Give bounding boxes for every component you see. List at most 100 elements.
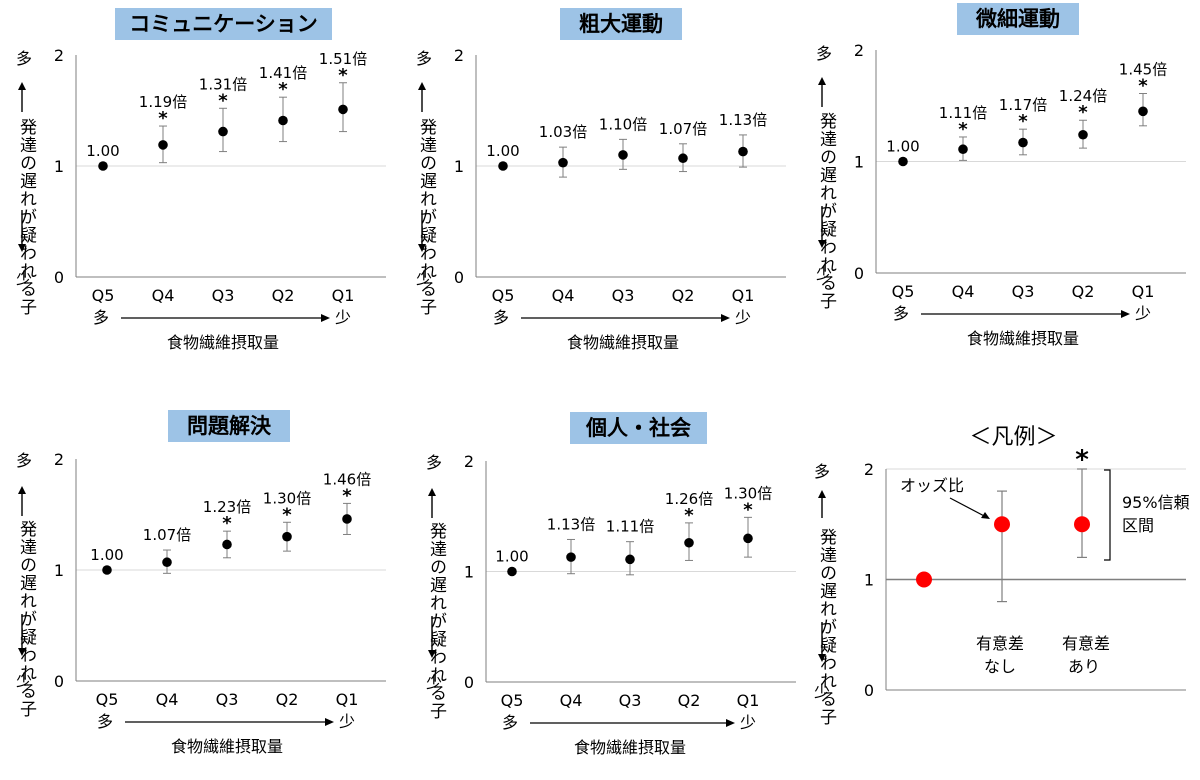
significance-mark: *: [218, 90, 228, 111]
data-label: 1.07倍: [143, 526, 191, 544]
chart-plot: 012Q51.00Q41.13倍Q31.11倍Q2*1.26倍Q1*1.30倍多…: [428, 452, 796, 757]
y-tick-label: 1: [464, 563, 474, 582]
y-axis-label: 発達の遅れが疑われる子: [426, 522, 446, 720]
data-label: 1.31倍: [199, 75, 247, 93]
x-direction-arrowhead: [726, 719, 735, 727]
significance-mark: *: [684, 505, 694, 526]
x-tick-label: Q4: [552, 286, 575, 305]
chart-title: 個人・社会: [570, 412, 707, 444]
y-up-arrowhead: [18, 486, 26, 494]
data-label: 1.13倍: [719, 111, 767, 129]
data-label: 1.30倍: [724, 484, 772, 502]
ci-bracket: [1104, 469, 1111, 561]
data-label: 1.11倍: [606, 518, 654, 536]
x-tick-label: Q4: [560, 691, 583, 710]
y-tick-label: 2: [454, 46, 464, 65]
y-bottom-label: 少: [814, 682, 831, 701]
y-tick-label: 0: [454, 268, 464, 287]
y-axis-label: 発達の遅れが疑われる子: [16, 520, 36, 718]
y-top-label: 多: [814, 462, 831, 481]
data-point: [898, 156, 908, 167]
y-axis-label: 発達の遅れが疑われる子: [416, 118, 436, 316]
y-tick-label: 2: [864, 460, 874, 479]
odds-pointer-arrowhead: [981, 512, 990, 519]
data-point: [282, 531, 292, 542]
y-down-arrowhead: [818, 240, 826, 248]
y-tick-label: 2: [854, 41, 864, 60]
data-point: [498, 161, 508, 171]
data-label: 1.51倍: [319, 50, 367, 68]
odds-pointer-line: [949, 497, 989, 519]
data-point: [162, 557, 172, 568]
item-label-line1: 有意差: [976, 634, 1025, 653]
data-label: 1.19倍: [139, 93, 187, 111]
significance-mark: *: [743, 499, 753, 520]
odds-ratio-label: オッズ比: [900, 476, 965, 495]
x-tick-label: Q5: [96, 690, 119, 709]
y-tick-label: 1: [54, 157, 64, 176]
chart-title: 粗大運動: [560, 8, 682, 40]
data-point: [684, 537, 694, 548]
chart-title: 問題解決: [168, 410, 290, 442]
chart-panel-personal-social: 個人・社会 多 少 発達の遅れが疑われる子 0 1 2 Q5 1.00 Q4 1.13倍 Q3…: [400, 400, 800, 780]
y-tick-label: 1: [54, 561, 64, 580]
chart-plot: 012Q51.00Q4*1.11倍Q3*1.17倍Q2*1.24倍Q1*1.45…: [818, 41, 1186, 348]
data-label: 1.30倍: [263, 489, 311, 507]
data-point: [738, 146, 748, 157]
y-down-arrowhead: [18, 648, 26, 656]
y-top-label: 多: [416, 49, 433, 68]
data-point: [278, 115, 288, 126]
y-tick-label: 1: [454, 157, 464, 176]
x-tick-label: Q3: [619, 691, 642, 710]
x-axis-title: 食物繊維摂取量: [167, 333, 279, 352]
y-axis-label: 発達の遅れが疑われる子: [816, 112, 836, 310]
data-label: 1.10倍: [599, 115, 647, 133]
x-axis-title: 食物繊維摂取量: [567, 333, 679, 352]
data-label: 1.07倍: [659, 120, 707, 138]
y-top-label: 多: [16, 49, 33, 68]
data-label: 1.17倍: [999, 96, 1047, 114]
y-tick-label: 2: [464, 452, 474, 471]
item-label-line2: なし: [984, 657, 1017, 676]
data-label: 1.03倍: [539, 123, 587, 141]
data-point: [625, 554, 635, 565]
x-tick-label: Q2: [272, 286, 295, 305]
significance-mark: *: [222, 513, 232, 534]
data-label: 1.46倍: [323, 470, 371, 488]
legend-title: ＜凡例＞: [969, 425, 1058, 450]
x-right-label: 少: [339, 712, 355, 731]
chart-panel-communication: コミュニケーション 多 少 発達の遅れが疑われる子 0 1 2 Q5 1.00 Q4 * 1.…: [0, 0, 400, 380]
data-point: [1078, 129, 1088, 140]
x-tick-label: Q3: [216, 690, 239, 709]
x-axis-title: 食物繊維摂取量: [574, 738, 686, 757]
y-up-arrowhead: [18, 82, 26, 90]
significance-mark: *: [958, 119, 968, 140]
y-tick-label: 1: [854, 153, 864, 172]
data-label: 1.13倍: [547, 515, 595, 533]
data-point: [558, 157, 568, 168]
y-tick-label: 2: [54, 450, 64, 469]
x-right-label: 少: [740, 713, 756, 732]
data-point: [566, 552, 576, 562]
data-label: 1.00: [886, 138, 919, 156]
x-tick-label: Q1: [332, 286, 355, 305]
x-axis-title: 食物繊維摂取量: [967, 329, 1079, 348]
y-tick-label: 0: [854, 264, 864, 283]
y-up-arrowhead: [428, 488, 436, 496]
x-right-label: 少: [735, 308, 751, 327]
y-up-arrowhead: [818, 490, 826, 498]
significance-mark: *: [282, 504, 292, 525]
data-point: [618, 150, 628, 160]
data-point: [342, 514, 352, 524]
x-tick-label: Q4: [952, 282, 975, 301]
significance-mark: *: [278, 79, 288, 100]
data-point: [102, 565, 112, 575]
legend-plot: 0 1 2 *: [818, 445, 1186, 700]
data-point: [743, 533, 753, 544]
data-label: 1.00: [495, 548, 528, 566]
data-point: [1018, 137, 1028, 148]
y-top-label: 多: [816, 44, 833, 63]
x-tick-label: Q5: [892, 282, 915, 301]
significance-mark: *: [338, 65, 348, 86]
ci-label-line2: 区間: [1122, 516, 1155, 535]
